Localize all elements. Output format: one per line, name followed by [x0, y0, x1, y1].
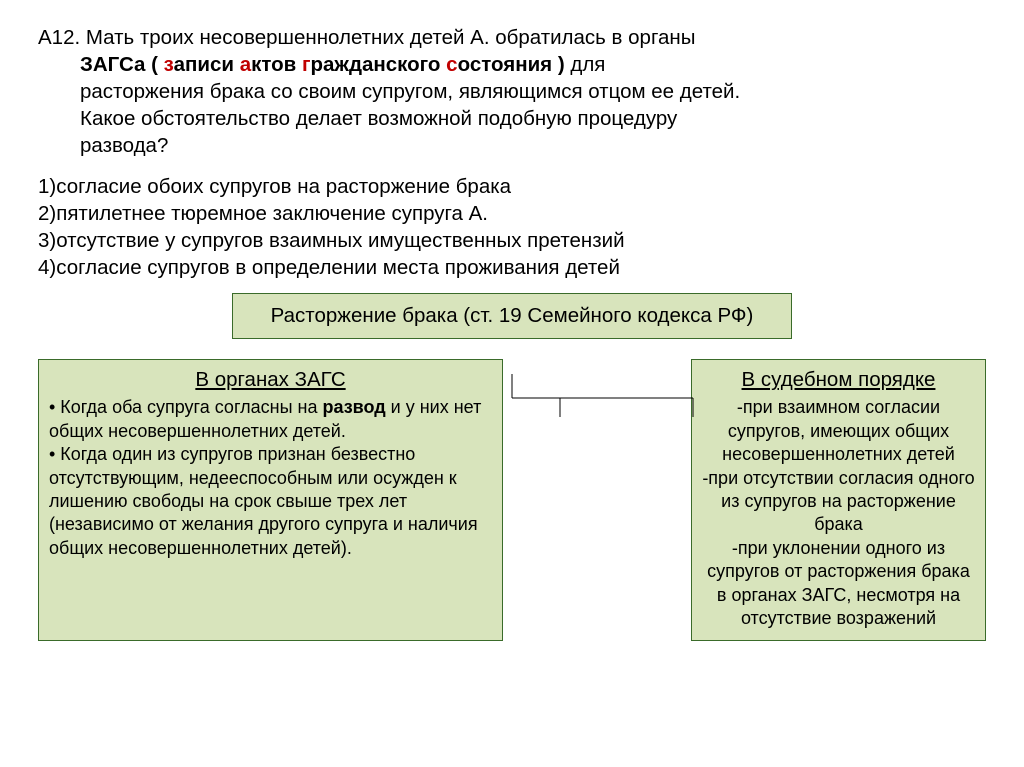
court-p3: -при уклонении одного из супругов от рас… — [702, 537, 975, 631]
zags-bullet-2: • Когда один из супругов признан безвест… — [49, 443, 492, 560]
question-line1: Мать троих несовершеннолетних детей А. о… — [80, 26, 695, 49]
divorce-title-num: 19 — [493, 304, 527, 327]
court-box: В судебном порядке -при взаимном согласи… — [691, 359, 986, 641]
question-block: А12. Мать троих несовершеннолетних детей… — [38, 24, 986, 159]
options-list: 1)согласие обоих супругов на расторжение… — [38, 173, 986, 281]
zagsa-label: ЗАГСа ( — [80, 53, 164, 76]
g-red: г — [302, 53, 311, 76]
z-rest: аписи — [174, 53, 240, 76]
connector-area — [38, 339, 986, 359]
option-3: 3)отсутствие у супругов взаимных имущест… — [38, 227, 986, 254]
divorce-title-box: Расторжение брака (ст. 19 Семейного коде… — [232, 293, 792, 339]
g-rest: ражданского — [311, 53, 447, 76]
court-p1: -при взаимном согласии супругов, имеющих… — [702, 396, 975, 466]
a-rest: ктов — [251, 53, 302, 76]
option-4: 4)согласие супругов в определении места … — [38, 254, 986, 281]
zags-box-title: В органах ЗАГС — [49, 368, 492, 392]
zags-box: В органах ЗАГС • Когда оба супруга согла… — [38, 359, 503, 641]
zags-b1-bold: развод — [322, 397, 385, 417]
court-box-title: В судебном порядке — [702, 368, 975, 392]
question-line3: расторжения брака со своим супругом, явл… — [38, 78, 986, 105]
question-line5: развода? — [38, 132, 986, 159]
option-1: 1)согласие обоих супругов на расторжение… — [38, 173, 986, 200]
option-2: 2)пятилетнее тюремное заключение супруга… — [38, 200, 986, 227]
s-red: с — [446, 53, 457, 76]
question-number: А12. — [38, 26, 80, 49]
zags-b1-text: • Когда оба супруга согласны на — [49, 397, 322, 417]
court-p2: -при отсутствии согласия одного из супру… — [702, 467, 975, 537]
divorce-title-suffix: Семейного кодекса РФ) — [527, 304, 753, 327]
a-red: а — [240, 53, 251, 76]
zags-bullet-1: • Когда оба супруга согласны на развод и… — [49, 396, 492, 443]
s-rest: остояния ) — [458, 53, 565, 76]
line2-tail: для — [565, 53, 606, 76]
z-red: з — [164, 53, 174, 76]
question-line4: Какое обстоятельство делает возможной по… — [38, 105, 986, 132]
divorce-title-prefix: Расторжение брака (ст. — [271, 304, 494, 327]
